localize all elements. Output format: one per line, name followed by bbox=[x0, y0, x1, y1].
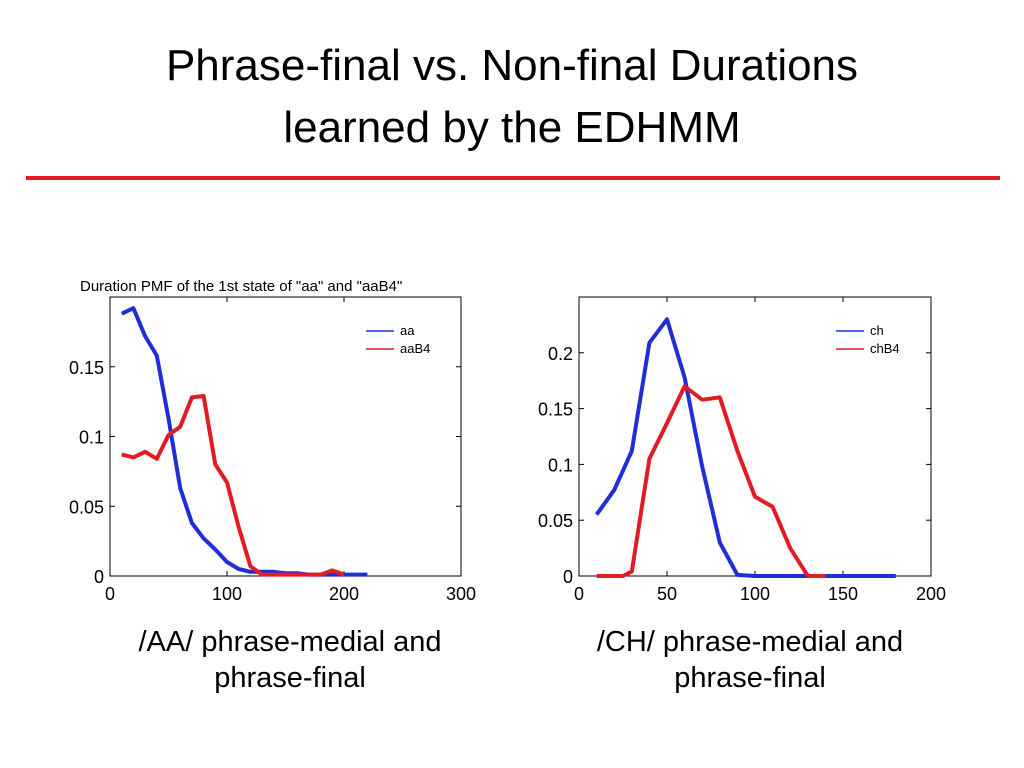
y-tick-label: 0.05 bbox=[69, 497, 104, 517]
legend-label-aa: aa bbox=[400, 323, 415, 338]
x-tick-label: 300 bbox=[446, 584, 476, 604]
caption-left-line1: /AA/ phrase-medial and bbox=[138, 626, 442, 658]
series-line-aa bbox=[120, 306, 368, 577]
y-tick-label: 0.1 bbox=[79, 428, 104, 448]
caption-right: /CH/ phrase-medial and phrase-final bbox=[530, 624, 970, 696]
slide-title-line2: learned by the EDHMM bbox=[283, 103, 741, 152]
chart-title: Duration PMF of the 1st state of "aa" an… bbox=[80, 278, 402, 295]
title-divider bbox=[26, 176, 1000, 180]
plot-frame bbox=[109, 296, 462, 577]
x-tick-label: 200 bbox=[329, 584, 359, 604]
chart-1-group: 0 100 200 300 0 0.05 0.1 0.15 Duration PMF of th… bbox=[69, 278, 476, 604]
slide-title-line1: Phrase-final vs. Non-final Durations bbox=[165, 41, 859, 90]
x-tick-label: 0 bbox=[105, 584, 115, 604]
caption-right-line1: /CH/ phrase-medial and bbox=[596, 626, 904, 658]
legend-label-aaB4: aaB4 bbox=[400, 341, 430, 356]
caption-left-line2: phrase-final bbox=[214, 662, 366, 694]
caption-left: /AA/ phrase-medial and phrase-final bbox=[70, 624, 510, 696]
y-tick-label: 0.15 bbox=[69, 358, 104, 378]
series-line-aaB4 bbox=[121, 394, 345, 577]
x-tick-label: 100 bbox=[212, 584, 242, 604]
caption-right-line2: phrase-final bbox=[674, 662, 826, 694]
y-tick-label: 0 bbox=[94, 567, 104, 587]
